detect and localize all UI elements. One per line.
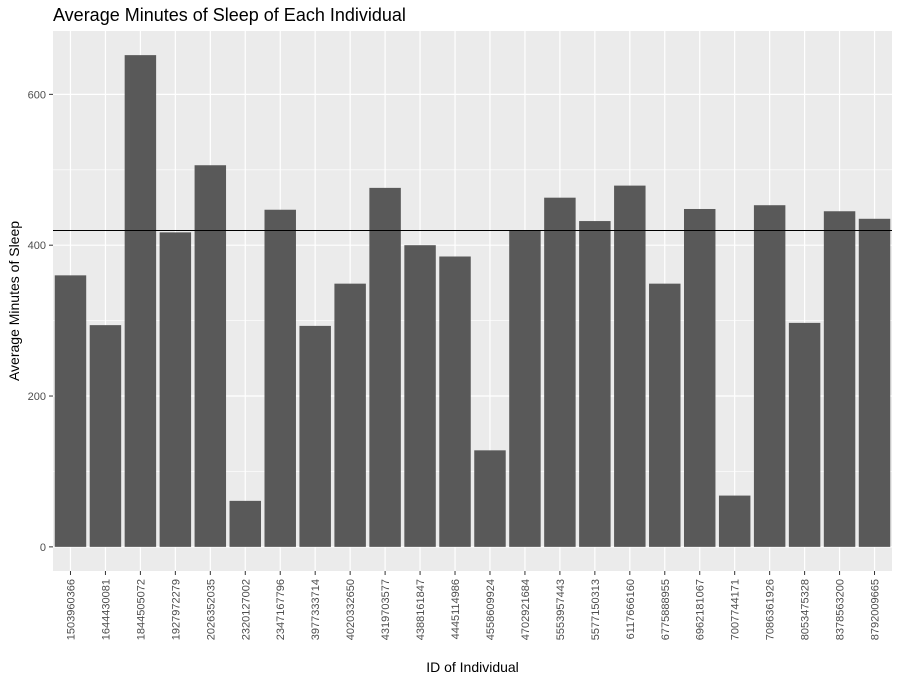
x-tick-label: 4702921684 bbox=[520, 579, 532, 640]
bar bbox=[614, 185, 646, 547]
plot-panel bbox=[53, 31, 892, 571]
y-tick-label: 0 bbox=[40, 542, 46, 554]
y-axis-title: Average Minutes of Sleep bbox=[6, 221, 22, 381]
x-axis-title: ID of Individual bbox=[426, 659, 519, 675]
bar bbox=[823, 211, 856, 547]
x-tick-label: 3977333714 bbox=[310, 579, 322, 640]
bar bbox=[404, 245, 436, 547]
bar bbox=[299, 325, 331, 547]
bar bbox=[194, 165, 227, 547]
bar bbox=[369, 187, 401, 547]
bar bbox=[159, 232, 192, 547]
bar bbox=[264, 209, 296, 547]
x-tick-label: 1644430081 bbox=[100, 579, 112, 640]
y-axis-ticks: 0 200 400 600 bbox=[28, 89, 53, 554]
bar bbox=[54, 275, 87, 547]
bar bbox=[439, 256, 471, 547]
bar bbox=[649, 283, 681, 547]
bar bbox=[683, 208, 716, 547]
bar bbox=[788, 322, 821, 547]
bar bbox=[858, 218, 891, 547]
x-tick-label: 1844505072 bbox=[135, 579, 147, 640]
x-tick-label: 7007744171 bbox=[730, 579, 742, 640]
y-tick-label: 400 bbox=[28, 240, 46, 252]
bar bbox=[753, 205, 786, 547]
x-tick-label: 5553957443 bbox=[555, 579, 567, 640]
x-tick-label: 5577150313 bbox=[590, 579, 602, 640]
x-tick-label: 4558609924 bbox=[485, 579, 497, 640]
x-tick-label: 8378563200 bbox=[835, 579, 847, 640]
x-tick-label: 2347167796 bbox=[275, 579, 287, 640]
chart-title: Average Minutes of Sleep of Each Individ… bbox=[53, 5, 406, 25]
x-tick-label: 6962181067 bbox=[695, 579, 707, 640]
x-tick-label: 1927972279 bbox=[170, 579, 182, 640]
bar bbox=[89, 325, 122, 547]
x-tick-label: 6117666160 bbox=[625, 579, 637, 639]
bar bbox=[544, 197, 576, 547]
x-axis-ticks: 1503960366 1644430081 1844505072 1927972279… bbox=[65, 571, 882, 640]
x-tick-label: 4388161847 bbox=[415, 579, 427, 640]
bar bbox=[334, 283, 366, 547]
x-tick-label: 4445114986 bbox=[450, 579, 462, 639]
x-tick-label: 1503960366 bbox=[65, 579, 77, 640]
bars bbox=[54, 55, 891, 547]
y-tick-label: 200 bbox=[28, 391, 46, 403]
x-tick-label: 4319703577 bbox=[380, 579, 392, 640]
x-tick-label: 8792009665 bbox=[870, 579, 882, 640]
bar bbox=[474, 450, 506, 547]
x-tick-label: 6775888955 bbox=[660, 579, 672, 640]
x-tick-label: 2320127002 bbox=[240, 579, 252, 640]
bar bbox=[718, 495, 751, 547]
bar bbox=[124, 55, 157, 547]
x-tick-label: 2026352035 bbox=[205, 579, 217, 640]
bar bbox=[579, 221, 611, 547]
bar bbox=[229, 500, 262, 547]
minor-gridlines bbox=[53, 169, 892, 472]
x-tick-label: 7086361926 bbox=[765, 579, 777, 640]
x-tick-label: 8053475328 bbox=[800, 579, 812, 640]
y-tick-label: 600 bbox=[28, 89, 46, 101]
x-tick-label: 4020332650 bbox=[345, 579, 357, 640]
bar bbox=[509, 230, 541, 547]
